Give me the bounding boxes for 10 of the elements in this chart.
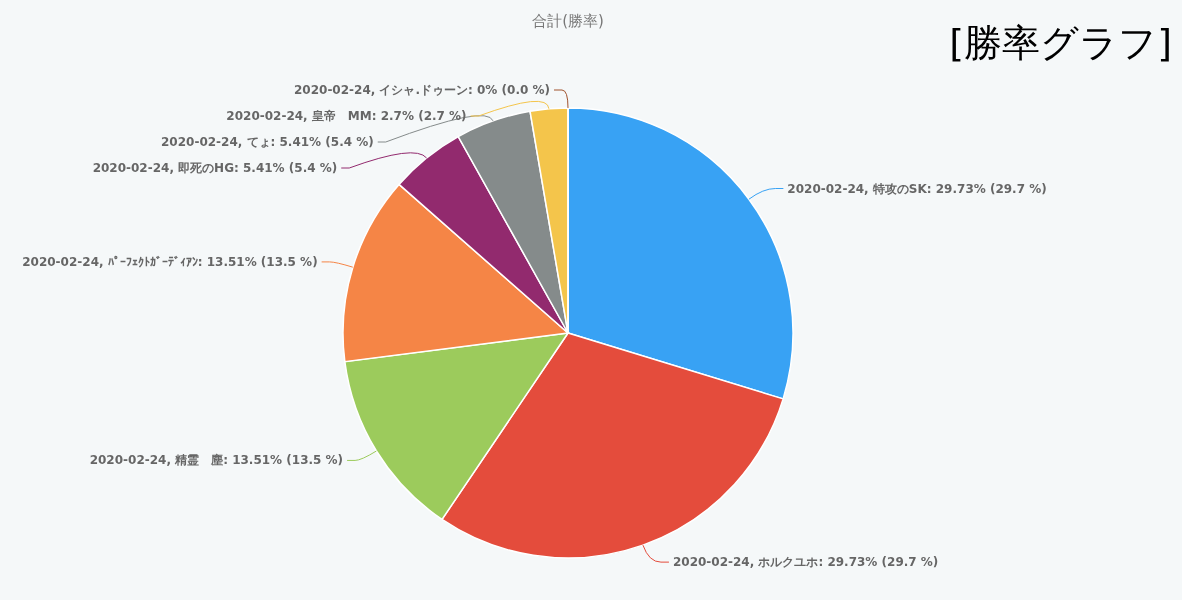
slice-label: 2020-02-24, てょ: 5.41% (5.4 %) bbox=[161, 135, 374, 149]
slice-label: 2020-02-24, 特攻のSK: 29.73% (29.7 %) bbox=[787, 181, 1047, 196]
chart-title: 合計(勝率) bbox=[532, 12, 604, 30]
slice-label: 2020-02-24, 即死のHG: 5.41% (5.4 %) bbox=[92, 161, 338, 175]
slice-label: 2020-02-24, 精霊 塵: 13.51% (13.5 %) bbox=[89, 453, 344, 468]
chart-subtitle: [勝率グラフ] bbox=[949, 21, 1172, 65]
category-label: 2020-02-24, イシャ.ドゥーン: 0% (0.0 %) bbox=[293, 83, 550, 97]
slice-label: 2020-02-24, ホルクユホ: 29.73% (29.7 %) bbox=[672, 555, 939, 570]
slice-label: 2020-02-24, ﾊﾟｰﾌｪｸﾄｶﾞｰﾃﾞｨｱﾝ: 13.51% (13.5 %) bbox=[22, 254, 318, 269]
slice-label: 2020-02-24, 皇帝 MM: 2.7% (2.7 %) bbox=[226, 109, 467, 123]
